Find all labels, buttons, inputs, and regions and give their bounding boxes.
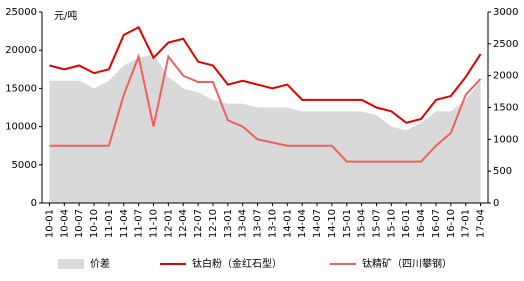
- y2-tick-label: 2500: [493, 39, 518, 50]
- legend-label: 钛白粉（金红石型）: [192, 257, 282, 270]
- x-tick-label: 13-07: [253, 209, 264, 238]
- y2-tick-label: 3000: [493, 7, 518, 18]
- x-tick-label: 11-01: [104, 209, 115, 238]
- x-tick-label: 14-04: [297, 209, 308, 238]
- y2-tick-label: 2000: [493, 71, 518, 82]
- x-tick-label: 14-07: [312, 209, 323, 238]
- y-tick-label: 10000: [5, 122, 37, 133]
- x-tick-label: 15-04: [357, 209, 368, 238]
- x-tick-label: 11-07: [134, 209, 145, 238]
- y-tick-label: 0: [31, 198, 37, 209]
- x-tick-label: 15-10: [386, 209, 397, 238]
- y2-tick-label: 0: [493, 198, 499, 209]
- legend-label: 价差: [90, 257, 110, 270]
- x-tick-label: 12-01: [163, 209, 174, 238]
- x-tick-label: 13-10: [267, 209, 278, 238]
- line: [49, 53, 482, 163]
- area: [49, 54, 481, 203]
- x-tick-label: 13-01: [223, 209, 234, 238]
- line: [49, 25, 482, 124]
- x-tick-label: 17-01: [461, 209, 472, 238]
- y-tick-label: 20000: [5, 45, 37, 56]
- x-tick-label: 14-01: [282, 209, 293, 238]
- x-tick-label: 16-10: [446, 209, 457, 238]
- x-tick-label: 16-07: [431, 209, 442, 238]
- x-tick-label: 12-07: [193, 209, 204, 238]
- x-tick-label: 13-04: [238, 209, 249, 238]
- y2-tick-label: 1500: [493, 103, 518, 114]
- legend-label: 钛精矿（四川攀钢）: [362, 257, 452, 270]
- x-tick-label: 10-04: [59, 209, 70, 238]
- y2-tick-label: 1000: [493, 134, 518, 145]
- x-tick-label: 17-04: [476, 209, 487, 238]
- x-tick-label: 10-01: [44, 209, 55, 238]
- legend-swatch: [58, 259, 84, 269]
- y-tick-label: 5000: [12, 160, 37, 171]
- x-tick-label: 14-10: [327, 209, 338, 238]
- y-tick-label: 25000: [5, 7, 37, 18]
- y-tick-label: 15000: [5, 83, 37, 94]
- x-tick-label: 12-10: [208, 209, 219, 238]
- x-tick-label: 15-07: [372, 209, 383, 238]
- x-tick-label: 10-07: [74, 209, 85, 238]
- unit-label: 元/吨: [54, 9, 77, 22]
- x-tick-label: 16-04: [416, 209, 427, 238]
- x-tick-label: 12-04: [178, 209, 189, 238]
- x-tick-label: 11-10: [149, 209, 160, 238]
- x-tick-label: 11-04: [119, 209, 130, 238]
- y2-tick-label: 500: [493, 166, 512, 177]
- x-tick-label: 10-10: [89, 209, 100, 238]
- x-tick-label: 16-01: [401, 209, 412, 238]
- x-tick-label: 15-01: [342, 209, 353, 238]
